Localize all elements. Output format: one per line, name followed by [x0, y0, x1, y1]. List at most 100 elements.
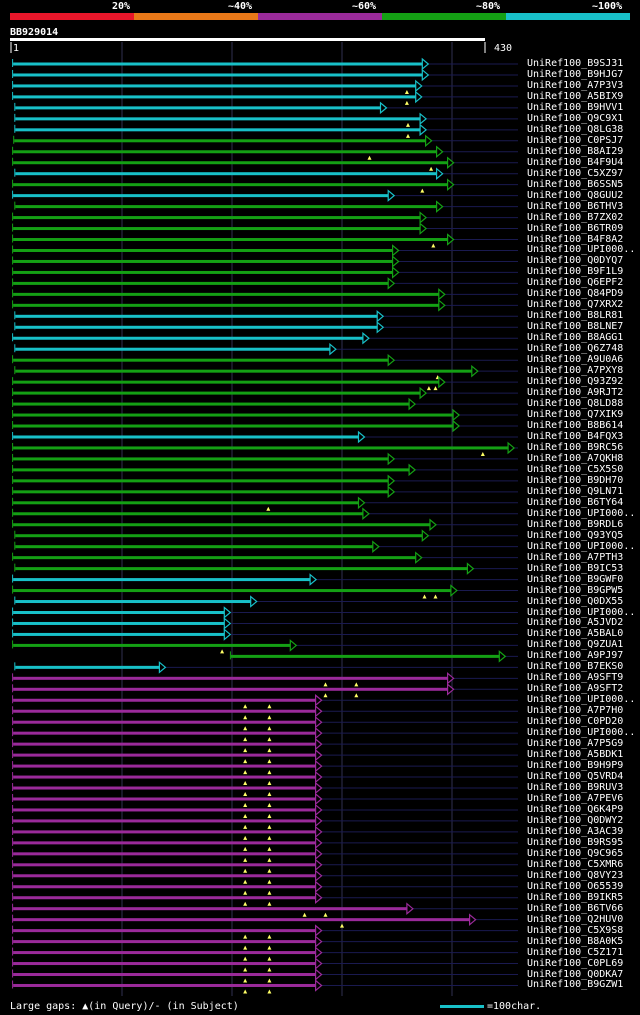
hit-label[interactable]: UniRef100_A7PTH3	[527, 551, 624, 563]
hit-start-tick	[229, 651, 231, 660]
hit-label[interactable]: UniRef100_A5BIX9	[527, 90, 624, 102]
hit-label[interactable]: UniRef100_Q0DKA7	[527, 968, 624, 980]
hit-arrowhead	[315, 924, 323, 937]
hit-label[interactable]: UniRef100_UPI000..	[527, 507, 636, 519]
hit-label[interactable]: UniRef100_UPI000..	[527, 694, 636, 706]
hit-label[interactable]: UniRef100_Q8GUU2	[527, 189, 624, 201]
hit-label[interactable]: UniRef100_B9DH70	[527, 474, 624, 486]
hit-label[interactable]: UniRef100_B6THV3	[527, 200, 624, 212]
hit-label[interactable]: UniRef100_A9SFT9	[527, 672, 624, 684]
hit-arrowhead	[315, 979, 323, 992]
hit-label[interactable]: UniRef100_B8AGG1	[527, 332, 624, 344]
hit-label[interactable]: UniRef100_B6SSN5	[527, 178, 624, 190]
hit-label[interactable]: UniRef100_B9RUV3	[527, 782, 624, 794]
hit-label[interactable]: UniRef100_Q9C965	[527, 847, 624, 859]
hit-label[interactable]: UniRef100_B9H9P9	[527, 760, 624, 772]
hit-label[interactable]: UniRef100_A7PEV6	[527, 792, 624, 804]
gap-marker	[267, 748, 272, 753]
hit-label[interactable]: UniRef100_A9PJ97	[527, 650, 624, 662]
hit-label[interactable]: UniRef100_B7ZX02	[527, 211, 624, 223]
hit-label[interactable]: UniRef100_B8B614	[527, 420, 624, 431]
hit-label[interactable]: UniRef100_B6TR09	[527, 222, 624, 234]
hit-label[interactable]: UniRef100_O65539	[527, 880, 624, 892]
hit-label[interactable]: UniRef100_B8AI29	[527, 145, 624, 157]
hit-label[interactable]: UniRef100_A5BAL0	[527, 628, 624, 640]
hit-label[interactable]: UniRef100_B9F1L9	[527, 266, 624, 278]
hit-label[interactable]: UniRef100_Q6K4P9	[527, 803, 624, 815]
hit-label[interactable]: UniRef100_A9SFT2	[527, 683, 624, 695]
hit-label[interactable]: UniRef100_B9HVV1	[527, 101, 624, 113]
hit-label[interactable]: UniRef100_A7P7H0	[527, 705, 624, 717]
hit-label[interactable]: UniRef100_Q8LG38	[527, 123, 624, 135]
hit-label[interactable]: UniRef100_A7P3V3	[527, 79, 624, 91]
hit-label[interactable]: UniRef100_C5X5S0	[527, 463, 624, 475]
hit-label[interactable]: UniRef100_C0PD20	[527, 716, 624, 728]
hit-label[interactable]: UniRef100_Q84PD9	[527, 288, 624, 300]
hit-label[interactable]: UniRef100_B9IKR5	[527, 891, 624, 903]
hit-label[interactable]: UniRef100_B9HJG7	[527, 68, 624, 80]
hit-label[interactable]: UniRef100_Q9ZUA1	[527, 639, 624, 651]
hit-label[interactable]: UniRef100_B6TV66	[527, 902, 624, 914]
hit-label[interactable]: UniRef100_UPI000..	[527, 727, 636, 739]
hit-label[interactable]: UniRef100_Q7XRX2	[527, 299, 624, 311]
hit-label[interactable]: UniRef100_C5XMR6	[527, 858, 624, 870]
hit-label[interactable]: UniRef100_A5JVD2	[527, 617, 624, 629]
hit-label[interactable]: UniRef100_Q7XIK9	[527, 409, 624, 421]
hit-label[interactable]: UniRef100_B8A0K5	[527, 935, 624, 947]
hit-label[interactable]: UniRef100_B6TY64	[527, 496, 624, 508]
hit-label[interactable]: UniRef100_C5XZ97	[527, 167, 624, 179]
hit-label[interactable]: UniRef100_Q0DWY2	[527, 814, 624, 826]
hit-label[interactable]: UniRef100_B8LNE7	[527, 321, 624, 333]
hit-label[interactable]: UniRef100_C0PSJ7	[527, 134, 624, 146]
hit-label[interactable]: UniRef100_B9SJ31	[527, 58, 624, 69]
hit-label[interactable]: UniRef100_Q6EPF2	[527, 277, 624, 289]
hit-label[interactable]: UniRef100_A3AC39	[527, 825, 624, 837]
hit-bar	[13, 896, 316, 900]
hit-bar	[13, 742, 316, 746]
gap-marker	[243, 726, 248, 731]
hit-label[interactable]: UniRef100_Q0DYQ7	[527, 255, 624, 267]
hit-label[interactable]: UniRef100_B7EKS0	[527, 661, 624, 673]
hit-label[interactable]: UniRef100_A7P5G9	[527, 738, 624, 750]
hit-label[interactable]: UniRef100_B9IC53	[527, 562, 624, 574]
hit-label[interactable]: UniRef100_Q8LD88	[527, 398, 624, 410]
hit-label[interactable]: UniRef100_Q8VY23	[527, 869, 624, 881]
hit-label[interactable]: UniRef100_Q0DX55	[527, 595, 624, 607]
hit-start-tick	[12, 881, 14, 890]
hit-start-tick	[12, 980, 14, 989]
hit-label[interactable]: UniRef100_B9GZW1	[527, 979, 624, 991]
hit-label[interactable]: UniRef100_UPI000..	[527, 540, 636, 552]
hit-label[interactable]: UniRef100_A9U0A6	[527, 354, 624, 366]
hit-bar	[13, 336, 363, 340]
hit-start-tick	[12, 947, 14, 956]
hit-label[interactable]: UniRef100_B9RS95	[527, 836, 624, 848]
hit-label[interactable]: UniRef100_C5X9S8	[527, 924, 624, 936]
hit-label[interactable]: UniRef100_Q93YQ5	[527, 529, 624, 541]
hit-label[interactable]: UniRef100_B4F8A2	[527, 233, 624, 245]
hit-label[interactable]: UniRef100_Q2HUV0	[527, 913, 624, 925]
hit-label[interactable]: UniRef100_Q9LN71	[527, 485, 624, 497]
hit-label[interactable]: UniRef100_A5BDK1	[527, 749, 624, 761]
hit-label[interactable]: UniRef100_A9RJT2	[527, 387, 624, 399]
hit-label[interactable]: UniRef100_B4FQX3	[527, 430, 624, 442]
hit-label[interactable]: UniRef100_Q6Z748	[527, 343, 624, 355]
hit-label[interactable]: UniRef100_UPI000..	[527, 244, 636, 256]
hit-label[interactable]: UniRef100_Q5VRD4	[527, 771, 624, 783]
hit-label[interactable]: UniRef100_B9RC56	[527, 441, 624, 453]
hit-label[interactable]: UniRef100_B4F9U4	[527, 156, 624, 168]
hit-label[interactable]: UniRef100_C5Z171	[527, 946, 624, 958]
hit-label[interactable]: UniRef100_UPI000..	[527, 606, 636, 618]
hit-label[interactable]: UniRef100_B8LR81	[527, 310, 624, 322]
hit-arrowhead	[469, 913, 477, 926]
hit-bar	[15, 106, 381, 110]
hit-label[interactable]: UniRef100_B9GPW5	[527, 584, 624, 596]
hit-label[interactable]: UniRef100_Q9C9X1	[527, 112, 624, 124]
hit-label[interactable]: UniRef100_A7QKH8	[527, 452, 624, 464]
hit-label[interactable]: UniRef100_Q93Z92	[527, 376, 624, 388]
hit-label[interactable]: UniRef100_A7PXY8	[527, 365, 624, 377]
gap-marker	[267, 835, 272, 840]
hit-label[interactable]: UniRef100_B9RDL6	[527, 518, 624, 530]
hit-label[interactable]: UniRef100_B9GWF0	[527, 573, 624, 585]
hit-label[interactable]: UniRef100_C0PL69	[527, 957, 624, 969]
